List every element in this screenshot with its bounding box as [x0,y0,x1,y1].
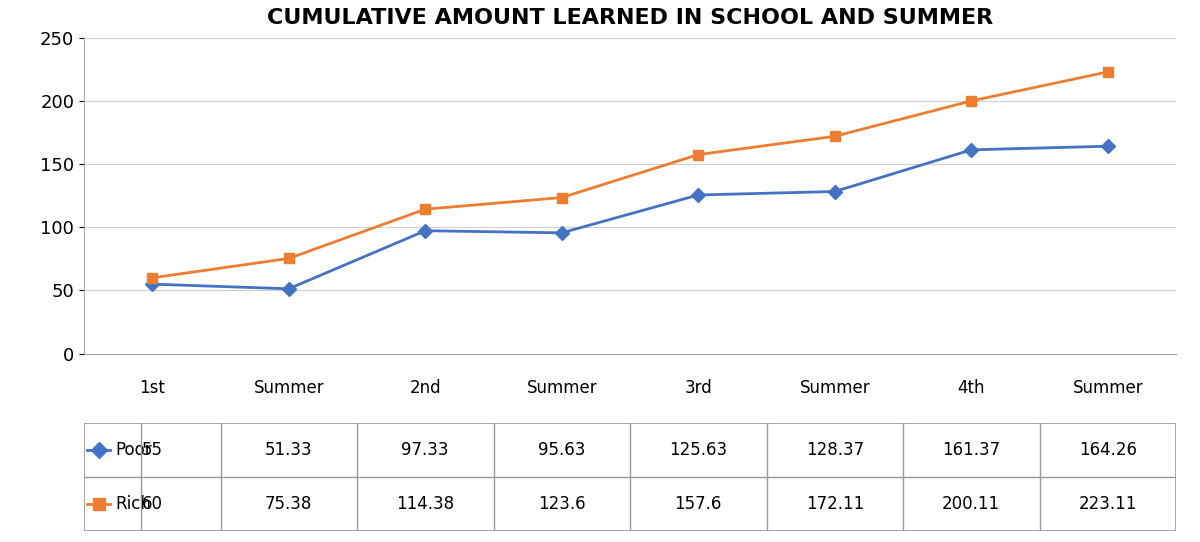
Text: 157.6: 157.6 [674,495,722,513]
Text: 75.38: 75.38 [265,495,312,513]
Text: 2nd: 2nd [409,379,442,397]
Title: CUMULATIVE AMOUNT LEARNED IN SCHOOL AND SUMMER: CUMULATIVE AMOUNT LEARNED IN SCHOOL AND … [266,8,994,28]
Text: 172.11: 172.11 [805,495,864,513]
Text: Poor: Poor [115,441,152,459]
Text: Rich: Rich [115,495,151,513]
Text: 114.38: 114.38 [396,495,455,513]
Text: 1st: 1st [139,379,166,397]
Text: Summer: Summer [1073,379,1144,397]
Text: 200.11: 200.11 [942,495,1001,513]
Text: 97.33: 97.33 [402,441,449,459]
Text: 55: 55 [142,441,163,459]
Text: 125.63: 125.63 [670,441,727,459]
Text: 123.6: 123.6 [538,495,586,513]
Text: 223.11: 223.11 [1079,495,1136,513]
Text: 60: 60 [142,495,163,513]
Text: Summer: Summer [527,379,598,397]
Text: 161.37: 161.37 [942,441,1001,459]
Text: 95.63: 95.63 [538,441,586,459]
Text: Summer: Summer [253,379,324,397]
Text: 4th: 4th [958,379,985,397]
Text: 51.33: 51.33 [265,441,312,459]
Text: 128.37: 128.37 [805,441,864,459]
Text: Summer: Summer [799,379,870,397]
Text: 3rd: 3rd [684,379,712,397]
Text: 164.26: 164.26 [1079,441,1136,459]
